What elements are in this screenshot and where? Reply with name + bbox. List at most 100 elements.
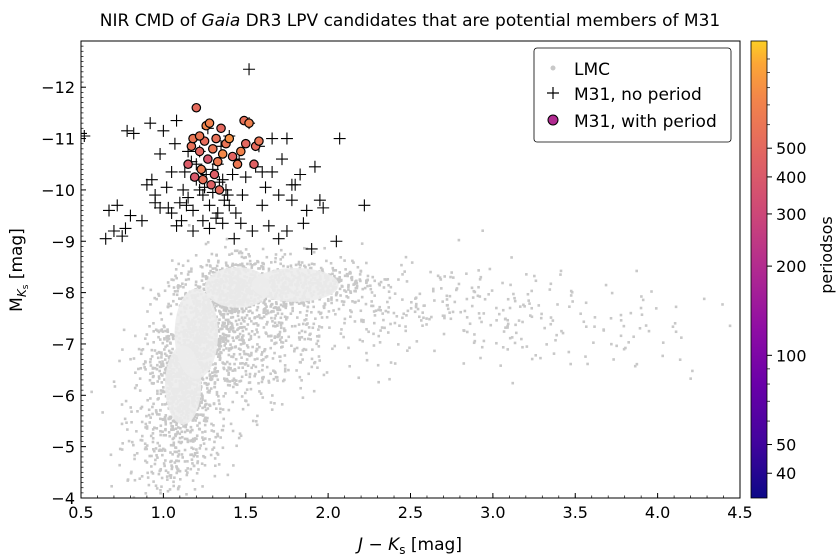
lmc-point [361, 339, 364, 343]
lmc-point [371, 304, 375, 308]
lmc-point [220, 351, 223, 355]
lmc-point [238, 352, 242, 356]
lmc-point [226, 327, 230, 331]
lmc-point [239, 434, 243, 438]
lmc-point [543, 326, 546, 330]
lmc-point [247, 381, 251, 385]
lmc-point [356, 265, 360, 269]
lmc-point [256, 315, 259, 318]
m31-no-period-point [170, 114, 183, 127]
lmc-point [224, 309, 228, 312]
lmc-point [406, 349, 409, 352]
lmc-point [303, 337, 307, 341]
m31-no-period-point [229, 207, 242, 220]
lmc-point [261, 368, 264, 372]
lmc-point [159, 389, 163, 392]
lmc-point [510, 256, 513, 259]
lmc-point [291, 300, 295, 304]
lmc-point [209, 376, 212, 379]
m31-no-period-point [154, 201, 167, 214]
lmc-point [237, 327, 240, 330]
x-axis-ticks: 0.5 1.0 1.5 2.0 2.5 3.0 3.5 4.0 4.5 [68, 493, 753, 522]
lmc-point [195, 448, 198, 451]
lmc-point [370, 291, 374, 294]
lmc-point [392, 311, 396, 315]
lmc-point [361, 287, 365, 291]
m31-with-period-point [232, 159, 243, 170]
lmc-point [215, 268, 218, 272]
lmc-point [190, 270, 193, 273]
lmc-point [319, 312, 322, 316]
lmc-point [471, 296, 475, 299]
lmc-point [195, 416, 199, 420]
lmc-point [508, 336, 512, 340]
lmc-point [203, 430, 207, 433]
lmc-point [169, 312, 173, 316]
lmc-point [220, 267, 224, 270]
m31-no-period-point [333, 132, 346, 145]
lmc-point [166, 281, 170, 284]
lmc-point [166, 471, 170, 474]
lmc-point [150, 454, 153, 458]
lmc-point [526, 292, 530, 296]
lmc-point [409, 307, 413, 310]
lmc-point [262, 311, 266, 314]
lmc-point [272, 377, 276, 381]
legend-label-lmc: LMC [574, 60, 610, 80]
lmc-point [152, 449, 156, 453]
lmc-point [141, 286, 145, 290]
lmc-point [349, 315, 352, 319]
lmc-point [176, 289, 179, 293]
lmc-point [200, 279, 204, 282]
lmc-point [388, 377, 391, 381]
lmc-point [129, 406, 133, 409]
lmc-point [342, 303, 345, 307]
lmc-point [140, 439, 144, 442]
m31-no-period-point [210, 212, 223, 225]
m31-no-period-point [203, 199, 216, 212]
legend-label-with-period: M31, with period [574, 112, 717, 132]
lmc-point [165, 344, 169, 347]
lmc-point [194, 413, 198, 416]
lmc-point [161, 453, 164, 457]
m31-no-period-point [259, 181, 272, 194]
lmc-point [358, 278, 362, 281]
m31-no-period-point [175, 214, 188, 227]
lmc-point [222, 377, 226, 380]
lmc-point [152, 448, 155, 451]
lmc-point [197, 427, 201, 431]
lmc-point [194, 280, 198, 284]
lmc-point [203, 399, 207, 403]
lmc-point [225, 324, 229, 328]
lmc-point [211, 374, 215, 378]
lmc-point [404, 325, 407, 328]
lmc-point [132, 443, 135, 447]
lmc-point [192, 417, 195, 421]
lmc-point [171, 336, 175, 339]
lmc-point [157, 375, 161, 378]
m31-no-period-point [234, 217, 247, 230]
lmc-point [145, 427, 149, 430]
lmc-point [250, 266, 254, 269]
lmc-point [175, 303, 178, 306]
lmc-point [568, 305, 571, 309]
lmc-point [147, 408, 151, 412]
m31-no-period-point [149, 196, 162, 209]
lmc-point [175, 471, 179, 475]
lmc-point [150, 355, 154, 358]
lmc-point [343, 259, 346, 262]
lmc-point [262, 315, 266, 318]
lmc-point [152, 402, 155, 406]
m31-with-period-point [224, 133, 235, 144]
lmc-point [347, 285, 350, 289]
lmc-point [640, 313, 644, 317]
lmc-point [303, 264, 306, 268]
lmc-point [256, 324, 260, 327]
lmc-point [459, 310, 462, 314]
lmc-point [144, 360, 147, 364]
lmc-point [228, 362, 232, 366]
lmc-point [419, 319, 423, 322]
lmc-point [360, 318, 363, 322]
lmc-point [325, 259, 328, 263]
m31-no-period-point [272, 189, 285, 202]
